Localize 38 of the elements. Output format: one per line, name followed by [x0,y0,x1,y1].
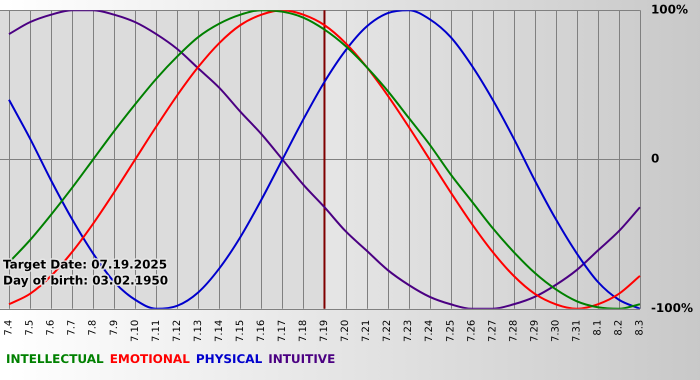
x-tick-label: 7.14 [214,320,225,342]
x-tick-label: 7.28 [508,320,520,342]
x-tick-label: 7.27 [487,320,498,342]
x-tick-label: 7.12 [172,320,183,342]
x-tick-label: 7.9 [108,320,120,336]
y-tick-label: 0 [650,152,660,166]
text: EMOTIONAL [110,352,190,366]
x-tick-label: 7.22 [382,320,394,342]
text: PHYSICAL [196,352,262,366]
x-tick-label: 7.26 [466,320,478,342]
x-tick-label: 7.21 [361,320,372,342]
x-tick-label: 8.3 [634,320,646,336]
x-tick-label: 7.7 [66,320,78,336]
x-tick-label: 7.10 [130,320,141,342]
x-tick-label: 7.24 [424,320,436,342]
x-tick-label: 7.16 [256,320,267,342]
text: INTUITIVE [268,352,336,366]
x-tick-label: 8.1 [592,320,604,336]
y-tick-label: 100% [650,2,688,16]
text: INTELLECTUAL [6,352,104,366]
x-tick-label: 7.5 [24,320,36,336]
x-tick-label: 7.4 [4,320,15,336]
x-tick-label: 7.31 [571,320,582,342]
y-tick-label: -100% [650,300,694,315]
x-tick-label: 7.29 [529,320,540,342]
x-tick-label: 8.2 [614,320,625,336]
x-tick-label: 7.19 [319,320,330,342]
x-tick-label: 7.20 [340,320,352,342]
x-tick-label: 7.17 [277,320,288,342]
x-tick-label: 7.30 [550,320,562,342]
x-tick-label: 7.8 [88,320,99,336]
x-tick-label: 7.18 [298,320,310,342]
x-tick-label: 7.6 [46,320,57,336]
x-tick-label: 7.11 [150,320,162,342]
x-tick-label: 7.25 [445,320,456,342]
x-tick-label: 7.15 [234,320,246,342]
x-tick-label: 7.13 [192,320,204,342]
x-tick-label: 7.23 [403,320,414,342]
